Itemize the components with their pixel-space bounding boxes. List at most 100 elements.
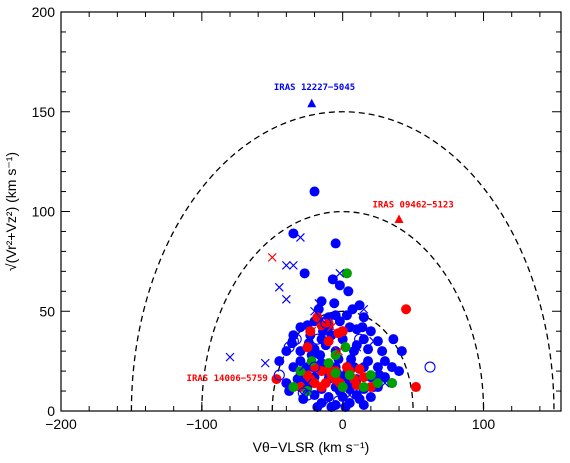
data-point <box>358 312 369 323</box>
data-point <box>333 328 344 339</box>
data-point <box>297 387 309 399</box>
data-point <box>296 233 305 242</box>
data-point <box>307 326 317 336</box>
data-point <box>305 326 316 337</box>
data-point <box>281 294 291 304</box>
data-point <box>260 358 270 368</box>
data-point <box>302 342 313 353</box>
data-point <box>315 350 326 361</box>
data-point <box>374 370 385 381</box>
data-point <box>334 280 345 291</box>
data-point <box>308 361 321 373</box>
velocity-circle-150 <box>130 111 555 412</box>
data-point <box>313 304 324 315</box>
data-point <box>394 214 404 223</box>
data-point <box>287 335 299 347</box>
data-point <box>340 342 351 353</box>
annotation-label: IRAS 12227−5045 <box>274 83 355 93</box>
data-point <box>292 374 303 385</box>
y-tick-label: 0 <box>47 403 55 419</box>
data-point <box>380 378 390 388</box>
data-point <box>323 336 334 347</box>
data-point <box>341 362 352 373</box>
data-point <box>273 369 285 381</box>
data-point <box>335 268 345 278</box>
data-point <box>334 316 345 327</box>
data-point <box>363 344 374 355</box>
data-point <box>386 378 397 389</box>
data-point <box>365 370 376 381</box>
data-point <box>337 382 348 393</box>
data-point <box>314 298 324 308</box>
data-point <box>326 402 337 413</box>
velocity-circle-100 <box>201 210 485 412</box>
data-point <box>327 274 338 285</box>
data-point <box>283 341 295 353</box>
data-point <box>311 333 323 345</box>
data-point <box>323 392 334 403</box>
data-point <box>332 395 345 407</box>
data-point <box>309 378 320 389</box>
data-point <box>354 364 365 375</box>
data-point <box>309 186 320 197</box>
data-point <box>306 356 317 367</box>
data-point <box>346 354 357 365</box>
y-tick-label: 150 <box>32 104 56 120</box>
data-point <box>288 260 298 270</box>
data-point <box>295 366 306 377</box>
data-point <box>295 356 306 367</box>
data-point <box>365 392 376 403</box>
data-point <box>281 260 291 270</box>
data-point <box>295 322 306 333</box>
data-point <box>334 346 343 356</box>
data-point <box>274 356 285 367</box>
data-point <box>377 346 388 357</box>
data-point <box>372 378 383 389</box>
x-axis-label: Vθ−VLSR (km s⁻¹) <box>253 439 370 455</box>
data-point <box>310 306 319 316</box>
data-point <box>329 298 340 309</box>
data-point <box>330 350 341 361</box>
data-point <box>330 238 341 249</box>
x-tick-label: −100 <box>186 416 218 432</box>
data-point <box>303 378 312 388</box>
data-point <box>299 268 310 279</box>
data-point <box>288 382 299 393</box>
data-point <box>326 322 336 332</box>
data-point <box>343 286 354 297</box>
data-point <box>288 228 299 239</box>
data-point <box>365 326 376 337</box>
data-point <box>312 312 323 323</box>
data-point <box>341 268 352 279</box>
data-point <box>410 382 421 393</box>
data-point <box>274 282 284 292</box>
data-point <box>324 396 334 406</box>
data-point <box>379 356 390 367</box>
data-point <box>225 352 235 362</box>
data-point <box>396 346 407 357</box>
data-point <box>369 336 379 346</box>
data-point <box>320 317 332 329</box>
x-tick-label: 0 <box>339 416 347 432</box>
data-point <box>352 342 362 352</box>
data-point <box>323 358 334 369</box>
data-point <box>359 304 369 314</box>
y-tick-label: 200 <box>32 4 56 20</box>
x-tick-label: 100 <box>472 416 496 432</box>
y-tick-label: 50 <box>39 303 55 319</box>
axes: −200 −100 0 100 0 50 100 150 200 <box>32 4 562 432</box>
data-point <box>323 318 334 329</box>
data-point <box>298 394 309 405</box>
annotation-label: IRAS 09462−5123 <box>372 201 453 211</box>
data-point <box>372 362 383 373</box>
y-axis-label: √(Vr²+Vz²) (km s⁻¹) <box>3 152 19 271</box>
data-point <box>290 333 302 345</box>
data-point <box>358 334 369 345</box>
data-point <box>298 390 308 400</box>
x-tick-label: −200 <box>45 416 77 432</box>
y-tick-label: 100 <box>32 204 56 220</box>
data-point <box>357 322 368 333</box>
data-point <box>351 340 362 351</box>
data-point <box>354 394 365 405</box>
